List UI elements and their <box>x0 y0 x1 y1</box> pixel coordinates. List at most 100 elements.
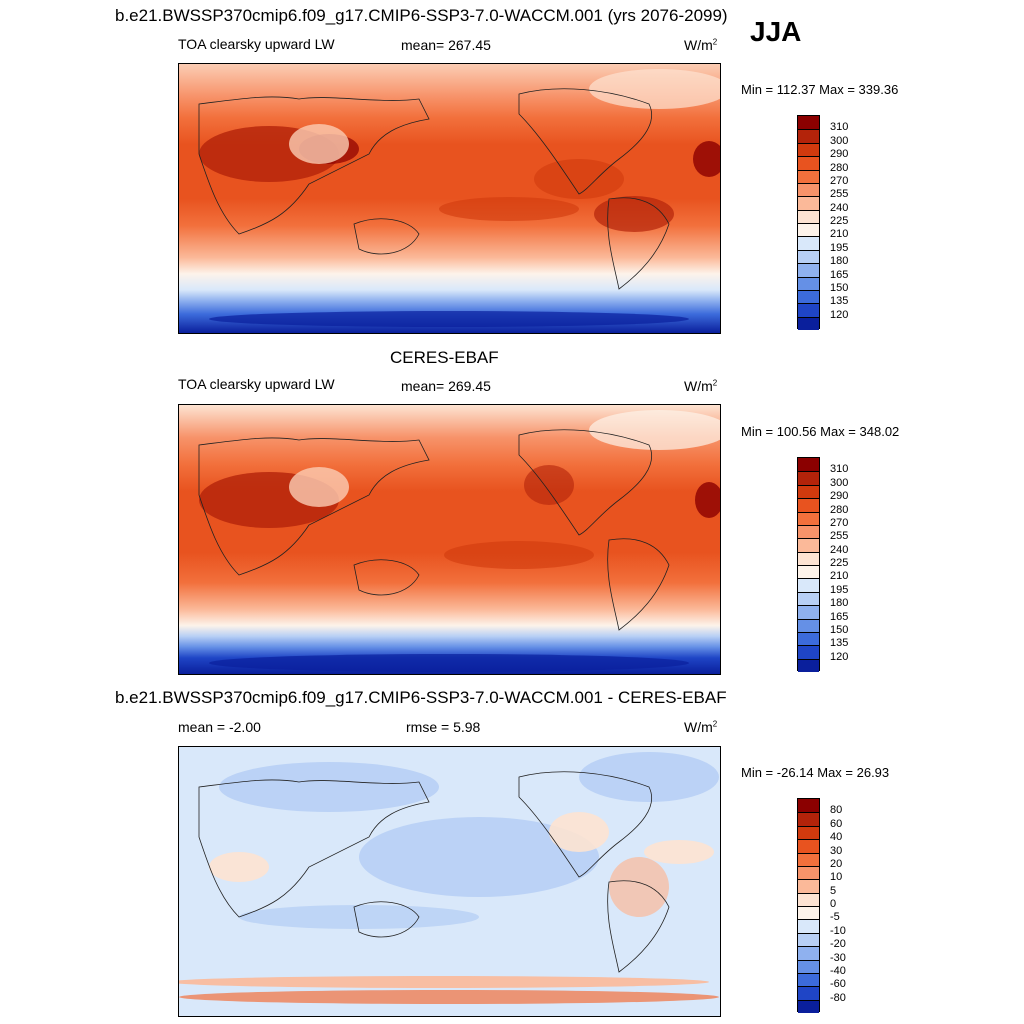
colorbar-box <box>798 209 819 223</box>
colorbar-tick-label: 150 <box>830 281 849 294</box>
colorbar-tick-label: -20 <box>830 938 846 951</box>
colorbar-box <box>798 618 819 632</box>
panel3-map <box>178 746 721 1017</box>
colorbar-box <box>798 799 819 813</box>
colorbar-tick-label: 240 <box>830 543 849 556</box>
colorbar-box <box>798 249 819 264</box>
colorbar-tick-label: 135 <box>830 637 849 650</box>
colorbar-box <box>798 458 819 472</box>
colorbar-box <box>798 591 819 606</box>
colorbar-box <box>798 999 819 1013</box>
panel2-map <box>178 404 721 675</box>
colorbar-box <box>798 865 819 880</box>
colorbar-box <box>798 196 819 210</box>
panel2-minmax: Min = 100.56 Max = 348.02 <box>741 424 900 439</box>
panel2-variable: TOA clearsky upward LW <box>178 376 335 392</box>
colorbar-tick-label: 60 <box>830 817 843 830</box>
colorbar-box <box>798 263 819 277</box>
panel3-mean: mean = -2.00 <box>178 719 261 735</box>
colorbar-box <box>798 538 819 552</box>
colorbar-tick-label: 80 <box>830 804 843 817</box>
colorbar-tick-label: -60 <box>830 978 846 991</box>
colorbar-tick-label: 165 <box>830 268 849 281</box>
panel1-map-svg <box>179 64 720 333</box>
panel1-minmax: Min = 112.37 Max = 339.36 <box>741 82 899 97</box>
panel3-map-svg <box>179 747 720 1016</box>
colorbar-tick-label: 10 <box>830 871 843 884</box>
colorbar-box <box>798 289 819 304</box>
colorbar-tick-label: 195 <box>830 241 849 254</box>
colorbar-box <box>798 498 819 512</box>
colorbar-box <box>798 919 819 933</box>
colorbar-box <box>798 906 819 920</box>
colorbar-tick-label: 255 <box>830 188 849 201</box>
colorbar-tick-label: 310 <box>830 121 849 134</box>
colorbar-box <box>798 156 819 170</box>
panel3-rmse: rmse = 5.98 <box>406 719 481 735</box>
panel3-units: W/m2 <box>684 719 718 735</box>
colorbar-box <box>798 182 819 197</box>
colorbar-tick-label: -10 <box>830 924 846 937</box>
panel1-variable: TOA clearsky upward LW <box>178 36 335 52</box>
colorbar-box <box>798 812 819 826</box>
panel3-minmax: Min = -26.14 Max = 26.93 <box>741 765 890 780</box>
colorbar-tick-label: 225 <box>830 215 849 227</box>
colorbar-tick-label: 290 <box>830 490 849 503</box>
panel1-colorbar <box>797 115 820 330</box>
colorbar-box <box>798 658 819 672</box>
panel3-title: b.e21.BWSSP370cmip6.f09_g17.CMIP6-SSP3-7… <box>115 688 727 707</box>
panel2-title: CERES-EBAF <box>390 348 499 367</box>
colorbar-tick-label: 165 <box>830 610 849 623</box>
colorbar-tick-label: 40 <box>830 831 843 844</box>
colorbar-tick-label: 270 <box>830 174 849 187</box>
colorbar-box <box>798 129 819 143</box>
colorbar-box <box>798 169 819 183</box>
colorbar-box <box>798 276 819 290</box>
colorbar-box <box>798 972 819 987</box>
colorbar-tick-label: 270 <box>830 516 849 529</box>
colorbar-tick-label: 310 <box>830 463 849 476</box>
panel3-colorbar <box>797 798 820 1013</box>
colorbar-tick-label: 30 <box>830 844 843 857</box>
season-label: JJA <box>750 16 802 47</box>
colorbar-box <box>798 645 819 659</box>
colorbar-box <box>798 839 819 853</box>
colorbar-box <box>798 142 819 157</box>
colorbar-tick-label: 210 <box>830 570 849 583</box>
panel2-colorbar <box>797 457 820 672</box>
colorbar-box <box>798 879 819 893</box>
colorbar-tick-label: 240 <box>830 201 849 214</box>
panel1-title: b.e21.BWSSP370cmip6.f09_g17.CMIP6-SSP3-7… <box>115 6 728 25</box>
colorbar-tick-label: 280 <box>830 503 849 516</box>
colorbar-tick-label: 300 <box>830 476 849 489</box>
colorbar-tick-label: -40 <box>830 964 846 977</box>
panel1-mean: mean= 267.45 <box>401 37 491 53</box>
colorbar-tick-label: 120 <box>830 308 849 321</box>
colorbar-tick-label: -5 <box>830 911 840 924</box>
colorbar-tick-label: 180 <box>830 255 849 268</box>
colorbar-box <box>798 946 819 960</box>
colorbar-box <box>798 986 819 1000</box>
colorbar-tick-label: 290 <box>830 148 849 161</box>
colorbar-tick-label: 195 <box>830 583 849 596</box>
colorbar-box <box>798 511 819 525</box>
colorbar-box <box>798 303 819 317</box>
colorbar-tick-label: -80 <box>830 991 846 1004</box>
panel2-units: W/m2 <box>684 378 718 394</box>
colorbar-box <box>798 484 819 499</box>
colorbar-box <box>798 565 819 579</box>
colorbar-tick-label: 180 <box>830 597 849 610</box>
colorbar-tick-label: 0 <box>830 898 837 910</box>
panel1-map <box>178 63 721 334</box>
colorbar-tick-label: 300 <box>830 134 849 147</box>
colorbar-box <box>798 631 819 646</box>
colorbar-box <box>798 578 819 592</box>
colorbar-tick-label: 20 <box>830 857 843 870</box>
colorbar-box <box>798 959 819 973</box>
colorbar-tick-label: 255 <box>830 530 849 543</box>
panel2-map-svg <box>179 405 720 674</box>
panel2-mean: mean= 269.45 <box>401 378 491 394</box>
colorbar-box <box>798 852 819 866</box>
colorbar-tick-label: 150 <box>830 623 849 636</box>
colorbar-tick-label: -30 <box>830 951 846 964</box>
